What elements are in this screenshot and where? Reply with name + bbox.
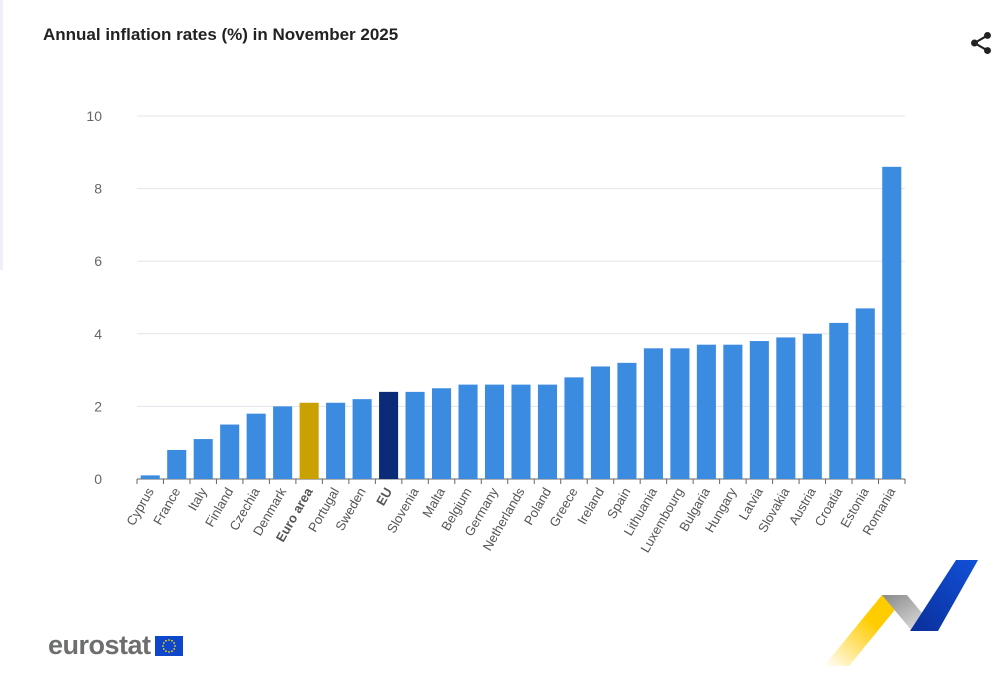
bar-latvia xyxy=(749,341,769,479)
chart-title: Annual inflation rates (%) in November 2… xyxy=(43,25,399,44)
flag-star xyxy=(167,638,170,641)
bar-cyprus xyxy=(140,475,160,479)
bar-hungary xyxy=(723,344,743,479)
bar-poland xyxy=(537,384,558,479)
bar-lithuania xyxy=(643,348,663,479)
flag-star xyxy=(170,649,173,652)
bar-greece xyxy=(564,377,584,479)
bar-estonia xyxy=(855,308,875,479)
bar-slovenia xyxy=(405,391,425,479)
y-tick-label: 6 xyxy=(94,253,102,269)
bar-euro-area xyxy=(299,402,319,479)
flag-star xyxy=(167,650,170,653)
bar-croatia xyxy=(829,322,849,479)
x-tick-label: Ireland xyxy=(574,485,607,527)
bar-netherlands xyxy=(511,384,531,479)
y-tick-label: 0 xyxy=(94,471,102,487)
bar-france xyxy=(167,449,187,479)
eu-flag-icon xyxy=(154,635,183,656)
bar-denmark xyxy=(273,406,293,479)
flag-star xyxy=(173,644,176,647)
bar-germany xyxy=(484,384,505,479)
flag-star xyxy=(164,639,167,642)
eurostat-logo: eurostat xyxy=(48,630,183,661)
x-tick-label: EU xyxy=(373,485,395,508)
y-tick-label: 4 xyxy=(94,326,102,342)
flag-star xyxy=(164,649,167,652)
y-tick-label: 2 xyxy=(94,398,102,414)
x-tick-label: France xyxy=(150,485,183,528)
bar-luxembourg xyxy=(670,348,690,479)
y-tick-label: 8 xyxy=(94,181,102,197)
bar-malta xyxy=(432,388,452,479)
bar-spain xyxy=(617,362,637,479)
bar-belgium xyxy=(458,384,478,479)
bar-ireland xyxy=(590,366,610,479)
bar-finland xyxy=(220,424,240,479)
y-tick-label: 10 xyxy=(86,108,102,124)
decorative-ribbon xyxy=(824,560,978,666)
bar-czechia xyxy=(246,413,266,479)
bar-italy xyxy=(193,439,213,479)
bar-sweden xyxy=(352,399,372,479)
flag-star xyxy=(162,641,165,644)
logo-text: eurostat xyxy=(48,630,151,660)
share-icon[interactable] xyxy=(968,30,994,56)
bar-austria xyxy=(802,333,822,479)
flag-star xyxy=(170,639,173,642)
x-tick-label: Italy xyxy=(185,485,210,514)
bar-portugal xyxy=(326,402,346,479)
bar-romania xyxy=(882,166,902,479)
bar-bulgaria xyxy=(696,344,716,479)
flag-star xyxy=(172,641,175,644)
flag-star xyxy=(161,644,164,647)
flag-star xyxy=(162,647,165,650)
bar-slovakia xyxy=(776,337,796,479)
bar-eu xyxy=(379,391,399,479)
page-edge xyxy=(0,0,3,270)
flag-star xyxy=(172,647,175,650)
